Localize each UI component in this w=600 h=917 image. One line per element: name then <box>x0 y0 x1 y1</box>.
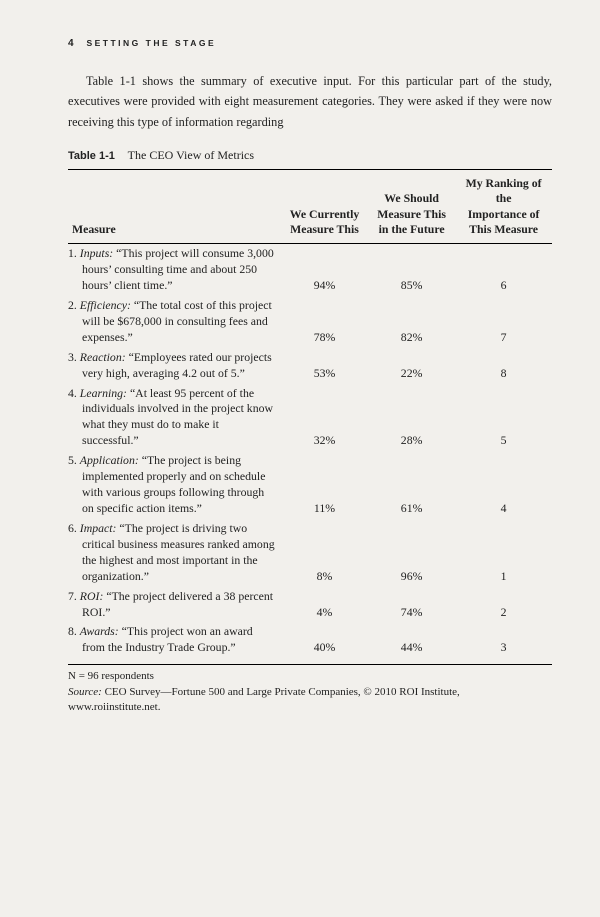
cell-measure: 3. Reaction: “Employees rated our projec… <box>68 348 281 384</box>
cell-value: 96% <box>368 519 455 587</box>
cell-value: 5 <box>455 384 552 452</box>
measure-text: 6. Impact: “The project is driving two c… <box>68 521 275 585</box>
cell-value: 2 <box>455 587 552 623</box>
cell-value: 40% <box>281 622 368 664</box>
cell-value: 8 <box>455 348 552 384</box>
cell-measure: 6. Impact: “The project is driving two c… <box>68 519 281 587</box>
table-row: 3. Reaction: “Employees rated our projec… <box>68 348 552 384</box>
col-ranking: My Ranking of the Importance of This Mea… <box>455 169 552 243</box>
table-caption: Table 1-1 The CEO View of Metrics <box>68 148 552 163</box>
intro-paragraph: Table 1-1 shows the summary of executive… <box>68 71 552 132</box>
measure-text: 7. ROI: “The project delivered a 38 perc… <box>68 589 275 621</box>
cell-value: 1 <box>455 519 552 587</box>
col-should: We Should Measure This in the Future <box>368 169 455 243</box>
metrics-table: Measure We Currently Measure This We Sho… <box>68 169 552 665</box>
col3-l2: Importance of <box>468 207 540 221</box>
table-row: 1. Inputs: “This project will consume 3,… <box>68 244 552 296</box>
footnote-source-label: Source: <box>68 686 102 698</box>
col-currently: We Currently Measure This <box>281 169 368 243</box>
measure-text: 5. Application: “The project is being im… <box>68 453 275 517</box>
cell-measure: 4. Learning: “At least 95 percent of the… <box>68 384 281 452</box>
page: 4 SETTING THE STAGE Table 1-1 shows the … <box>0 0 600 745</box>
measure-text: 3. Reaction: “Employees rated our projec… <box>68 350 275 382</box>
running-head: 4 SETTING THE STAGE <box>68 38 552 49</box>
intro-text: Table 1-1 shows the summary of executive… <box>68 74 552 129</box>
cell-value: 6 <box>455 244 552 296</box>
col2-l2: Measure This <box>377 207 446 221</box>
col2-l3: in the Future <box>379 222 445 236</box>
col1-l2: Measure This <box>290 222 359 236</box>
cell-value: 61% <box>368 451 455 519</box>
table-row: 5. Application: “The project is being im… <box>68 451 552 519</box>
cell-value: 3 <box>455 622 552 664</box>
table-row: 4. Learning: “At least 95 percent of the… <box>68 384 552 452</box>
measure-text: 2. Efficiency: “The total cost of this p… <box>68 298 275 346</box>
footnote-source: Source: CEO Survey—Fortune 500 and Large… <box>68 685 552 716</box>
page-number: 4 <box>68 38 74 49</box>
measure-text: 8. Awards: “This project won an award fr… <box>68 624 275 656</box>
table-body: 1. Inputs: “This project will consume 3,… <box>68 244 552 665</box>
cell-value: 53% <box>281 348 368 384</box>
table-row: 7. ROI: “The project delivered a 38 perc… <box>68 587 552 623</box>
footnote-source-text: CEO Survey—Fortune 500 and Large Private… <box>68 686 460 713</box>
cell-measure: 2. Efficiency: “The total cost of this p… <box>68 296 281 348</box>
cell-measure: 7. ROI: “The project delivered a 38 perc… <box>68 587 281 623</box>
table-row: 8. Awards: “This project won an award fr… <box>68 622 552 664</box>
cell-value: 7 <box>455 296 552 348</box>
cell-value: 11% <box>281 451 368 519</box>
cell-value: 78% <box>281 296 368 348</box>
cell-value: 4% <box>281 587 368 623</box>
col3-l3: This Measure <box>469 222 538 236</box>
col3-l1: My Ranking of the <box>466 176 542 205</box>
table-footnote: N = 96 respondents Source: CEO Survey—Fo… <box>68 669 552 715</box>
col-measure: Measure <box>68 169 281 243</box>
col1-l1: We Currently <box>290 207 360 221</box>
footnote-n: N = 96 respondents <box>68 669 552 684</box>
measure-text: 1. Inputs: “This project will consume 3,… <box>68 246 275 294</box>
table-title: The CEO View of Metrics <box>128 148 254 162</box>
cell-measure: 1. Inputs: “This project will consume 3,… <box>68 244 281 296</box>
cell-value: 94% <box>281 244 368 296</box>
cell-value: 28% <box>368 384 455 452</box>
col2-l1: We Should <box>384 191 439 205</box>
col-measure-text: Measure <box>72 222 116 236</box>
table-label: Table 1-1 <box>68 150 115 162</box>
cell-value: 22% <box>368 348 455 384</box>
cell-value: 85% <box>368 244 455 296</box>
cell-value: 44% <box>368 622 455 664</box>
measure-text: 4. Learning: “At least 95 percent of the… <box>68 386 275 450</box>
cell-measure: 8. Awards: “This project won an award fr… <box>68 622 281 664</box>
cell-value: 4 <box>455 451 552 519</box>
table-row: 2. Efficiency: “The total cost of this p… <box>68 296 552 348</box>
cell-value: 32% <box>281 384 368 452</box>
cell-value: 82% <box>368 296 455 348</box>
cell-value: 8% <box>281 519 368 587</box>
cell-value: 74% <box>368 587 455 623</box>
table-header-row: Measure We Currently Measure This We Sho… <box>68 169 552 243</box>
cell-measure: 5. Application: “The project is being im… <box>68 451 281 519</box>
table-row: 6. Impact: “The project is driving two c… <box>68 519 552 587</box>
running-title: SETTING THE STAGE <box>86 38 216 48</box>
